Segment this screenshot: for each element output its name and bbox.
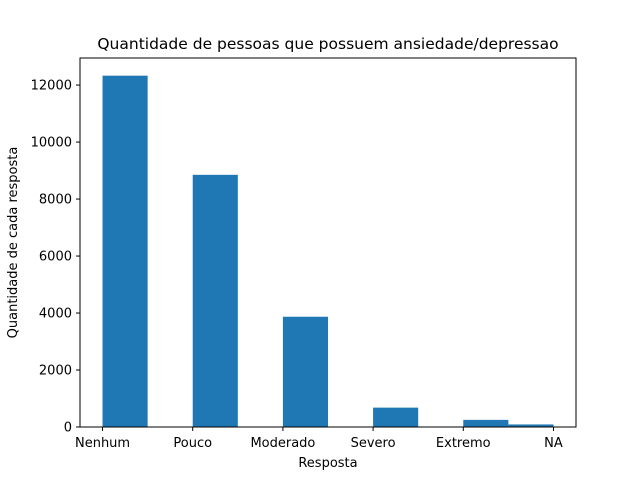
x-tick-label: Moderado [250,436,315,451]
x-tick-label: Severo [351,436,396,451]
bar-severo [373,407,419,427]
x-tick-label: Nenhum [75,436,130,451]
bar-na [508,424,554,427]
y-tick-label: 10000 [31,136,72,151]
y-axis-ticks: 0 2000 4000 6000 8000 10000 12000 [31,79,80,436]
x-axis-label: Resposta [298,456,357,471]
plot-frame [79,57,577,428]
y-axis-label: Quantidade de cada resposta [6,147,21,339]
y-tick-label: 0 [64,421,72,436]
chart-title: Quantidade de pessoas que possuem ansied… [97,35,558,53]
y-tick-label: 4000 [39,307,72,322]
y-tick-label: 6000 [39,250,72,265]
x-tick-label: Extremo [436,436,491,451]
bar-moderado [282,316,328,427]
y-tick-label: 12000 [31,79,72,94]
bars-group [102,75,554,427]
bar-nenhum [102,75,148,427]
y-tick-label: 8000 [39,193,72,208]
x-axis-ticks: Nenhum Pouco Moderado Severo Extremo NA [75,427,563,451]
x-tick-label: NA [544,436,563,451]
bar-pouco [192,174,238,427]
y-tick-label: 2000 [39,364,72,379]
bar-extremo [463,419,509,427]
x-tick-label: Pouco [173,436,212,451]
